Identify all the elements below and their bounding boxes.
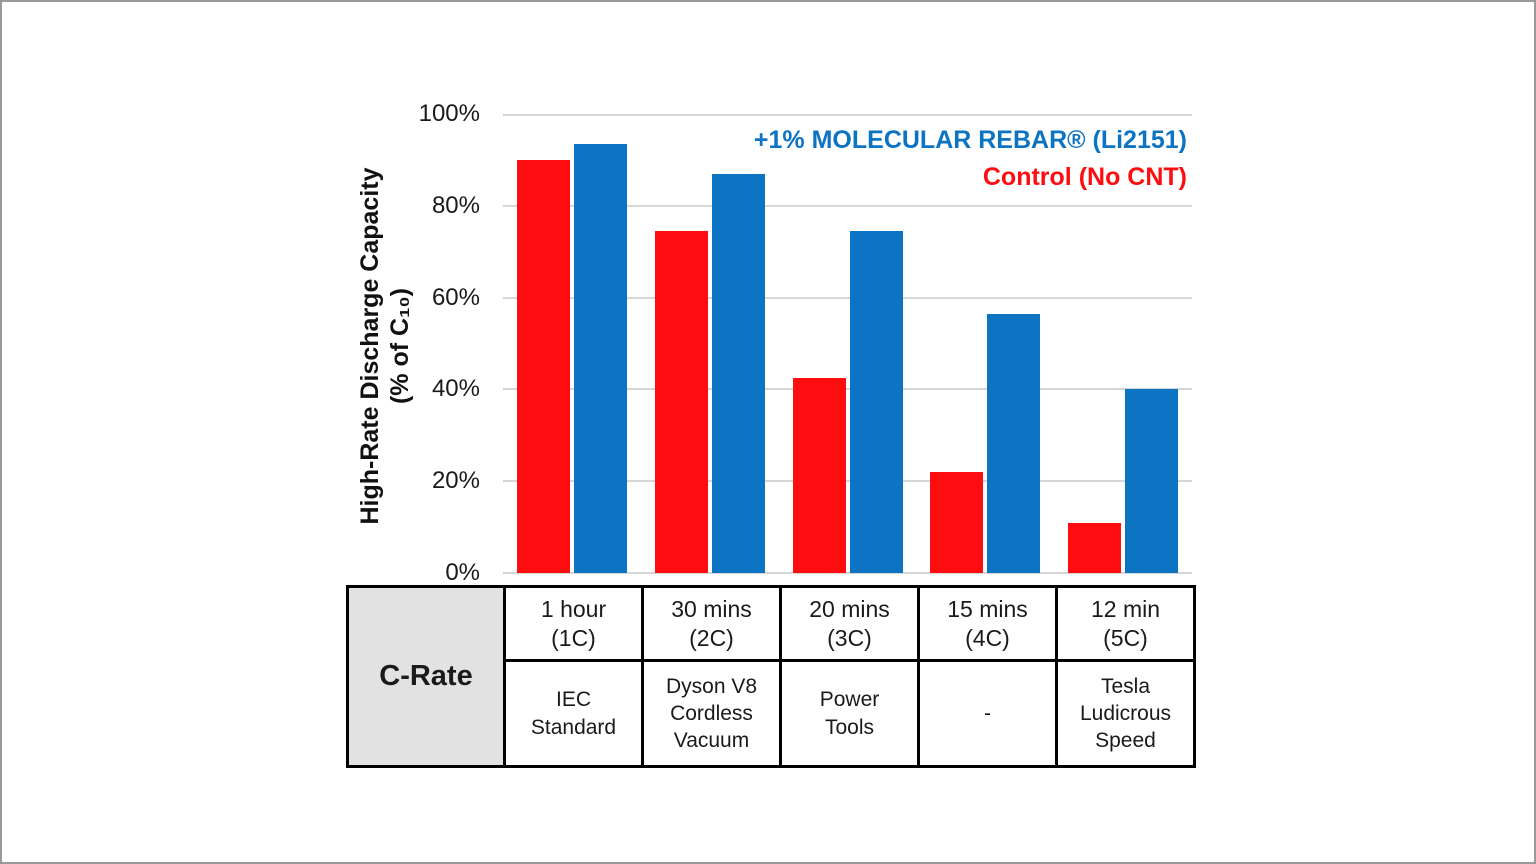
legend-item-molecular-rebar: +1% MOLECULAR REBAR® (Li2151) xyxy=(753,126,1187,154)
rate-cell-4c: 15 mins (4C) xyxy=(917,585,1058,662)
plot-area: +1% MOLECULAR REBAR® (Li2151) Control (N… xyxy=(503,114,1192,574)
rate-cell-1c: 1 hour (1C) xyxy=(503,585,644,662)
gridline-100 xyxy=(503,114,1192,116)
bar-control-2c xyxy=(654,231,708,573)
y-tick-label-100: 100% xyxy=(418,100,480,127)
gridline-20 xyxy=(503,480,1192,483)
gridline-60 xyxy=(503,296,1192,299)
y-tick-label-0: 0% xyxy=(445,559,480,586)
y-tick-label-20: 20% xyxy=(431,467,480,495)
bar-control-4c xyxy=(930,472,984,573)
bar-rebar-1c xyxy=(573,143,627,573)
c-rate-header: C-Rate xyxy=(346,585,506,768)
gridline-0 xyxy=(503,572,1192,574)
bar-rebar-5c xyxy=(1125,389,1179,573)
c-rate-table: C-Rate 1 hour (1C) 30 mins (2C) 20 mins (3… xyxy=(346,585,1196,768)
gridline-40 xyxy=(503,388,1192,391)
application-cell-4c: - xyxy=(917,659,1058,768)
bar-control-5c xyxy=(1068,522,1122,573)
application-cell-5c: Tesla Ludicrous Speed xyxy=(1055,659,1196,768)
y-tick-label-80: 80% xyxy=(431,191,480,219)
rate-cell-2c: 30 mins (2C) xyxy=(641,585,782,662)
legend-item-control: Control (No CNT) xyxy=(982,163,1187,191)
application-cell-1c: IEC Standard xyxy=(503,659,644,768)
application-row: IEC Standard Dyson V8 Cordless Vacuum Powe… xyxy=(348,659,1196,768)
bar-control-1c xyxy=(516,159,570,573)
rate-cell-5c: 12 min (5C) xyxy=(1055,585,1196,662)
y-axis-title-line2: (% of C₁₀) xyxy=(386,287,414,405)
bar-rebar-4c xyxy=(987,313,1041,573)
rate-row: C-Rate 1 hour (1C) 30 mins (2C) 20 mins (3… xyxy=(346,585,1196,768)
rate-cell-3c: 20 mins (3C) xyxy=(779,585,920,662)
bar-rebar-3c xyxy=(849,231,903,573)
bar-rebar-2c xyxy=(711,173,765,573)
bar-control-3c xyxy=(792,377,846,573)
gridline-80 xyxy=(503,204,1192,207)
legend: +1% MOLECULAR REBAR® (Li2151) Control (N… xyxy=(754,122,1187,196)
application-cell-3c: Power Tools xyxy=(779,659,920,768)
application-cell-2c: Dyson V8 Cordless Vacuum xyxy=(641,659,782,768)
y-axis-title: High-Rate Discharge Capacity (% of C₁₀) xyxy=(355,96,417,596)
y-tick-label-60: 60% xyxy=(431,283,480,311)
y-axis-title-line1: High-Rate Discharge Capacity xyxy=(356,167,384,525)
y-tick-label-40: 40% xyxy=(431,375,480,403)
